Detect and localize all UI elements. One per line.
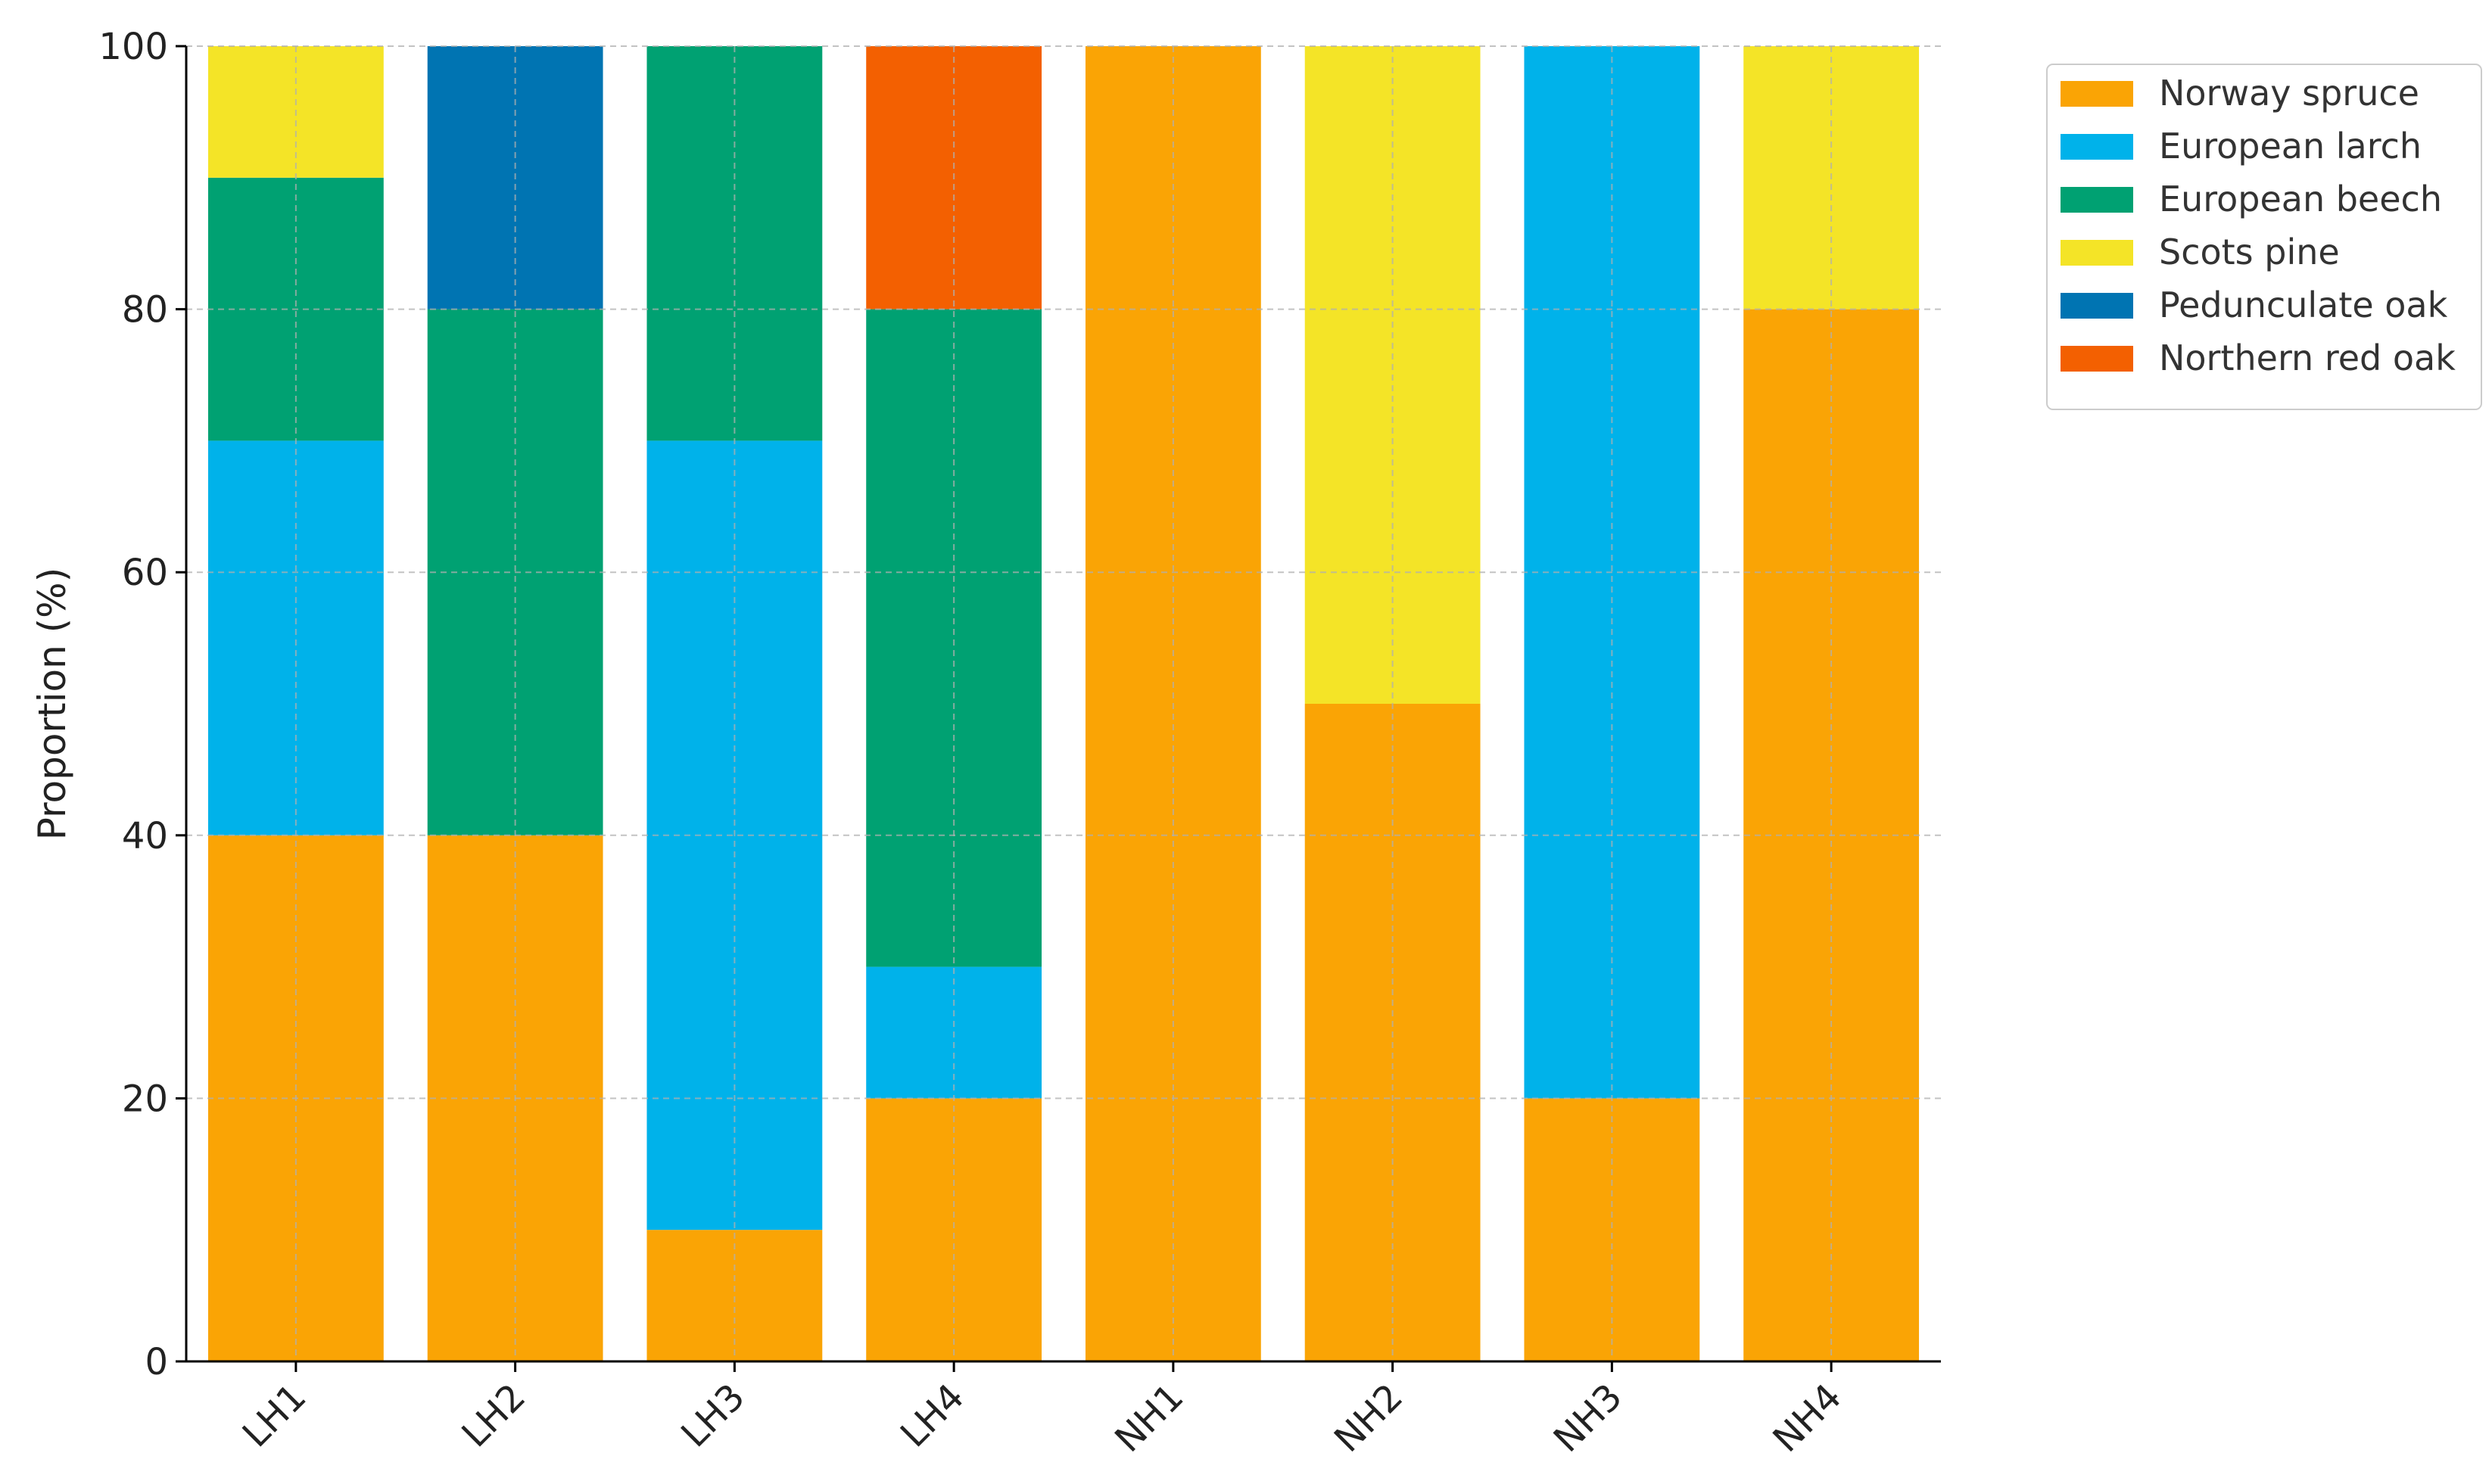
y-tick-label-0: 0 — [145, 1341, 168, 1383]
x-tick-layer: LH1 LH2 LH3 LH4 NH1 NH2 NH3 NH4 — [235, 1361, 1850, 1461]
x-tick-label-nh3: NH3 — [1546, 1376, 1631, 1461]
y-tick-layer: 0 20 40 60 80 100 — [98, 26, 186, 1383]
y-tick-label-80: 80 — [122, 289, 168, 331]
legend-label-scots-pine: Scots pine — [2159, 232, 2340, 272]
bar-lh1-european-larch — [207, 440, 384, 835]
x-tick-label-nh4: NH4 — [1765, 1376, 1850, 1461]
x-tick-label-lh2: LH2 — [453, 1376, 534, 1456]
legend-frame — [2046, 64, 2482, 410]
bars-layer — [207, 46, 1920, 1362]
legend-swatch-scots-pine — [2061, 240, 2133, 266]
legend-label-pedunculate-oak: Pedunculate oak — [2159, 285, 2448, 325]
grid-layer — [186, 45, 1941, 1362]
legend-swatch-pedunculate-oak — [2061, 293, 2133, 319]
y-tick-label-60: 60 — [122, 552, 168, 594]
legend-swatch-northern-red-oak — [2061, 346, 2133, 372]
legend-swatch-european-beech — [2061, 187, 2133, 213]
legend-label-european-beech: European beech — [2159, 179, 2442, 219]
legend-label-norway-spruce: Norway spruce — [2159, 73, 2419, 114]
bar-lh3-european-beech — [646, 46, 823, 441]
x-tick-label-nh1: NH1 — [1107, 1376, 1191, 1461]
axes-layer — [185, 46, 1941, 1363]
legend-swatch-norway-spruce — [2061, 81, 2133, 107]
legend-label-european-larch: European larch — [2159, 126, 2422, 166]
x-tick-label-lh1: LH1 — [235, 1376, 315, 1456]
y-tick-label-40: 40 — [122, 815, 168, 857]
legend-swatch-european-larch — [2061, 134, 2133, 160]
x-tick-label-lh4: LH4 — [892, 1376, 973, 1456]
x-tick-label-nh2: NH2 — [1326, 1376, 1411, 1461]
legend-label-northern-red-oak: Northern red oak — [2159, 338, 2456, 378]
y-tick-label-20: 20 — [122, 1078, 168, 1120]
y-axis-title: Proportion (%) — [30, 568, 74, 840]
legend: Norway spruce European larch European beec… — [2046, 64, 2482, 410]
y-tick-label-100: 100 — [98, 26, 168, 68]
x-tick-label-lh3: LH3 — [673, 1376, 753, 1456]
